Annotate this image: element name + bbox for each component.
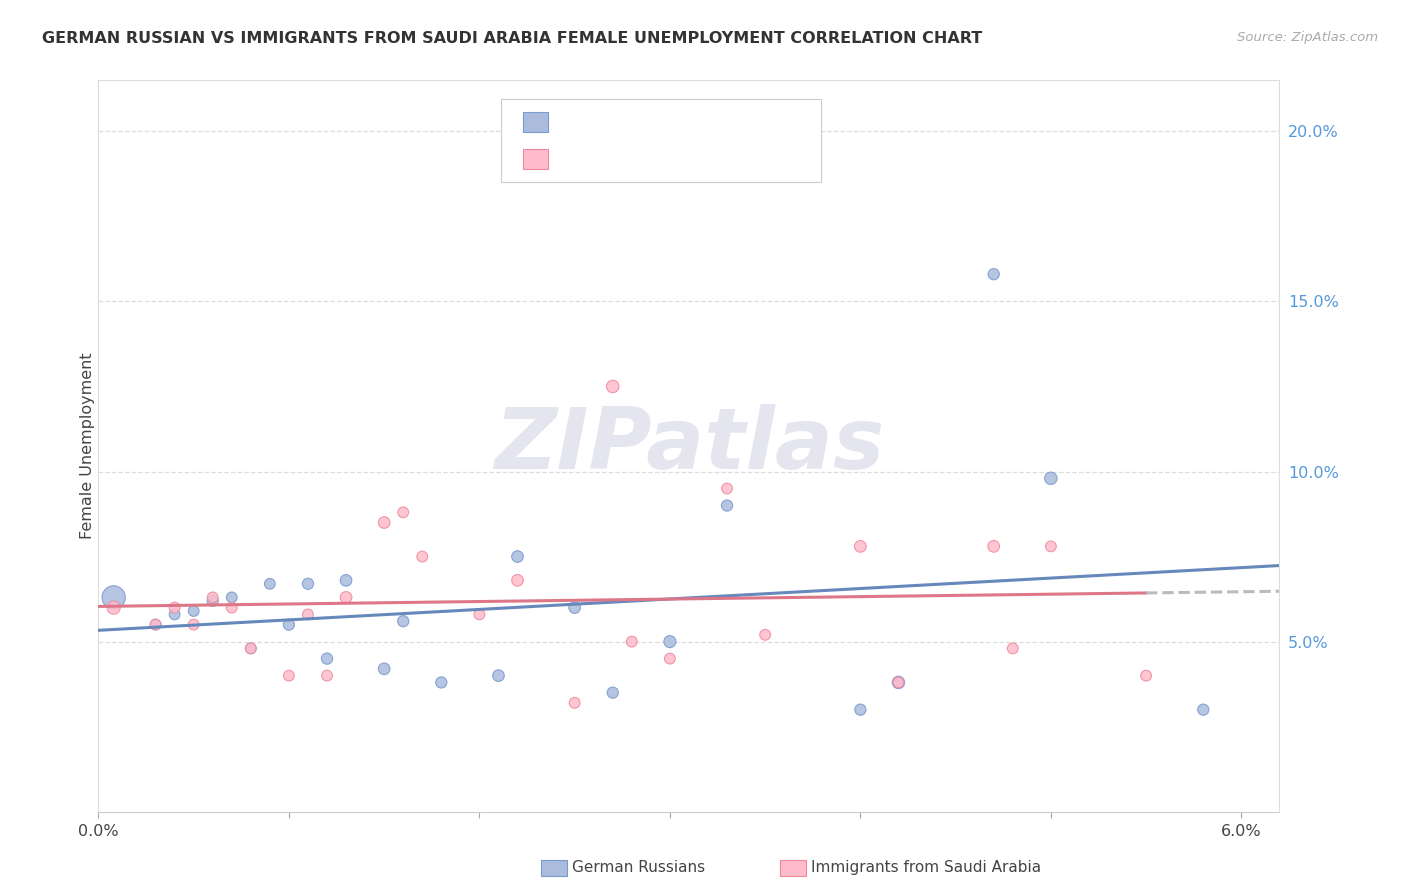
Point [887,675,910,690]
Point [335,574,357,588]
Point [1039,471,1062,485]
Point [163,607,186,622]
Point [103,591,125,605]
Point [716,482,738,496]
Point [183,617,205,632]
Point [297,607,319,622]
Point [316,668,339,682]
Point [259,576,281,591]
Point [297,576,319,591]
Text: German Russians: German Russians [572,860,706,874]
Point [716,499,738,513]
Point [411,549,433,564]
Point [564,600,586,615]
Point [488,668,510,682]
Text: Source: ZipAtlas.com: Source: ZipAtlas.com [1237,31,1378,45]
Text: Immigrants from Saudi Arabia: Immigrants from Saudi Arabia [811,860,1042,874]
Text: ZIPatlas: ZIPatlas [494,404,884,488]
Point [163,600,186,615]
Point [602,686,624,700]
Point [983,267,1005,281]
Point [658,634,681,648]
Point [145,617,167,632]
Point [602,379,624,393]
Point [277,617,299,632]
Point [849,540,872,554]
Point [335,591,357,605]
Point [1192,703,1215,717]
Text: GERMAN RUSSIAN VS IMMIGRANTS FROM SAUDI ARABIA FEMALE UNEMPLOYMENT CORRELATION C: GERMAN RUSSIAN VS IMMIGRANTS FROM SAUDI … [42,31,983,46]
Point [145,617,167,632]
Point [103,600,125,615]
Point [239,641,262,656]
Point [620,634,643,648]
Point [658,651,681,665]
Y-axis label: Female Unemployment: Female Unemployment [80,352,94,540]
Point [1135,668,1157,682]
Point [373,662,395,676]
Point [468,607,491,622]
Text: N = 28: N = 28 [689,152,747,166]
Point [754,628,776,642]
Point [506,574,529,588]
Text: N = 26: N = 26 [689,115,747,129]
Point [983,540,1005,554]
Point [277,668,299,682]
Point [564,696,586,710]
Text: R = 0.227: R = 0.227 [560,152,643,166]
Point [392,505,415,519]
Point [1039,540,1062,554]
Point [887,675,910,690]
Point [506,549,529,564]
Text: R = 0.145: R = 0.145 [560,115,643,129]
Point [1001,641,1024,656]
Point [316,651,339,665]
Point [201,591,224,605]
Point [430,675,453,690]
Point [221,591,243,605]
Point [201,594,224,608]
Point [373,516,395,530]
Point [221,600,243,615]
Point [392,614,415,628]
Point [183,604,205,618]
Point [849,703,872,717]
Point [239,641,262,656]
